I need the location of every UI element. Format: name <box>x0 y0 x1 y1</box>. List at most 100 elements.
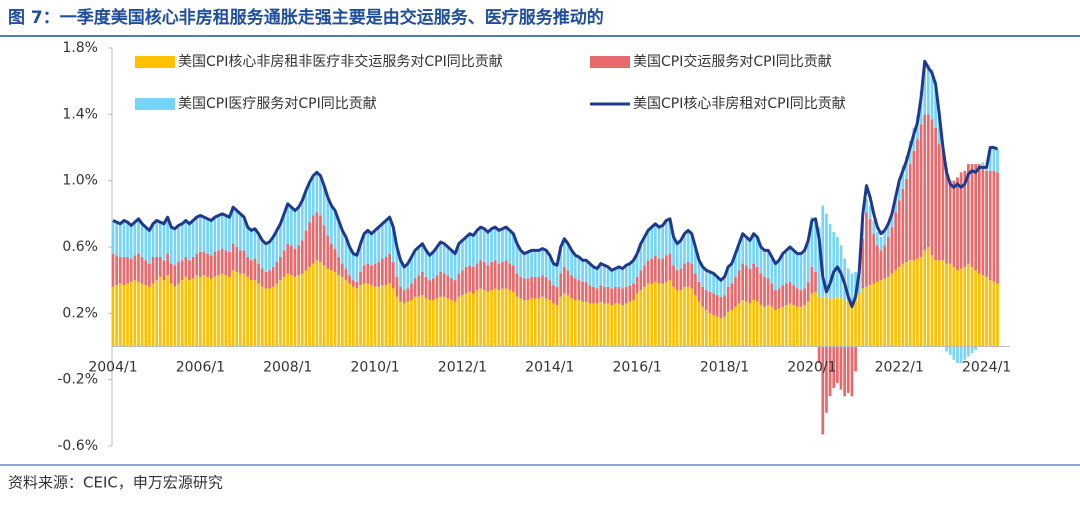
bar <box>606 286 610 304</box>
bar <box>464 237 468 267</box>
bar <box>253 258 257 281</box>
bar <box>319 215 322 262</box>
bar <box>355 288 359 347</box>
bar <box>126 222 129 257</box>
bar <box>151 256 155 284</box>
bar <box>308 182 311 223</box>
bar <box>865 198 868 213</box>
bar <box>253 228 257 259</box>
bar <box>501 261 504 289</box>
bar <box>286 203 290 244</box>
bar <box>675 290 679 347</box>
bar <box>956 346 959 364</box>
bar <box>191 220 195 257</box>
bar <box>381 223 384 259</box>
bar <box>981 162 985 166</box>
bar <box>195 253 199 276</box>
bar <box>249 260 253 281</box>
bar <box>774 263 777 291</box>
y-tick-label: 0.2% <box>62 305 98 321</box>
bar <box>362 283 366 347</box>
bar <box>435 275 439 299</box>
bar <box>228 276 231 347</box>
bar <box>806 240 810 282</box>
bar <box>118 256 122 284</box>
bar <box>817 227 821 297</box>
bar <box>686 261 690 287</box>
bar <box>515 273 519 297</box>
bar <box>737 303 741 347</box>
bar <box>817 296 821 347</box>
bar <box>959 346 963 364</box>
bar <box>701 266 705 287</box>
bar <box>963 170 967 267</box>
bar <box>424 250 428 277</box>
bar <box>410 300 413 347</box>
bar <box>690 288 694 347</box>
bar <box>468 291 472 347</box>
bar <box>126 283 129 347</box>
bar <box>450 250 453 279</box>
bar <box>992 281 996 347</box>
bar <box>417 275 421 297</box>
bar <box>242 273 246 347</box>
bar <box>952 266 956 347</box>
bar <box>755 237 759 267</box>
bar <box>431 278 435 301</box>
bar <box>319 261 322 347</box>
bar <box>777 260 781 289</box>
bar <box>373 230 377 264</box>
y-tick-label: 1.4% <box>62 106 98 122</box>
bar <box>967 263 970 347</box>
bar <box>868 218 872 286</box>
bar <box>621 305 624 347</box>
y-tick-label: 0.6% <box>62 239 98 255</box>
bar <box>624 303 628 347</box>
bar <box>191 278 195 347</box>
bar <box>413 250 417 279</box>
bar <box>501 228 504 262</box>
bar <box>734 306 737 347</box>
bar <box>406 288 410 302</box>
bar <box>381 258 384 286</box>
bar <box>177 261 180 284</box>
bar <box>803 288 806 306</box>
bar <box>257 233 260 264</box>
bar <box>242 250 246 274</box>
bar <box>992 170 996 282</box>
bar <box>395 247 399 277</box>
bar <box>883 245 887 279</box>
bar <box>548 280 552 301</box>
bar <box>599 263 603 286</box>
bar <box>701 286 705 307</box>
bar <box>988 280 992 347</box>
bar <box>876 232 879 246</box>
bar <box>428 300 432 347</box>
bar <box>137 253 140 282</box>
bar <box>555 305 559 347</box>
bar <box>351 286 355 347</box>
bar <box>253 280 257 347</box>
bar <box>140 223 144 257</box>
bar <box>493 227 497 261</box>
bar <box>566 295 570 347</box>
bar <box>872 233 876 284</box>
bar <box>435 298 439 347</box>
bar <box>741 300 745 347</box>
bar <box>588 285 592 304</box>
bar <box>766 250 770 279</box>
bar <box>446 275 450 299</box>
bar <box>704 310 708 347</box>
bar <box>541 248 544 276</box>
bar <box>795 306 799 347</box>
bar <box>486 291 490 347</box>
bar <box>613 286 617 304</box>
bar <box>777 288 781 309</box>
bar <box>504 260 508 289</box>
bar <box>843 346 846 397</box>
bar <box>563 293 566 347</box>
bar <box>355 255 359 282</box>
bar <box>279 280 282 347</box>
bar <box>981 165 985 276</box>
bar <box>563 266 566 294</box>
